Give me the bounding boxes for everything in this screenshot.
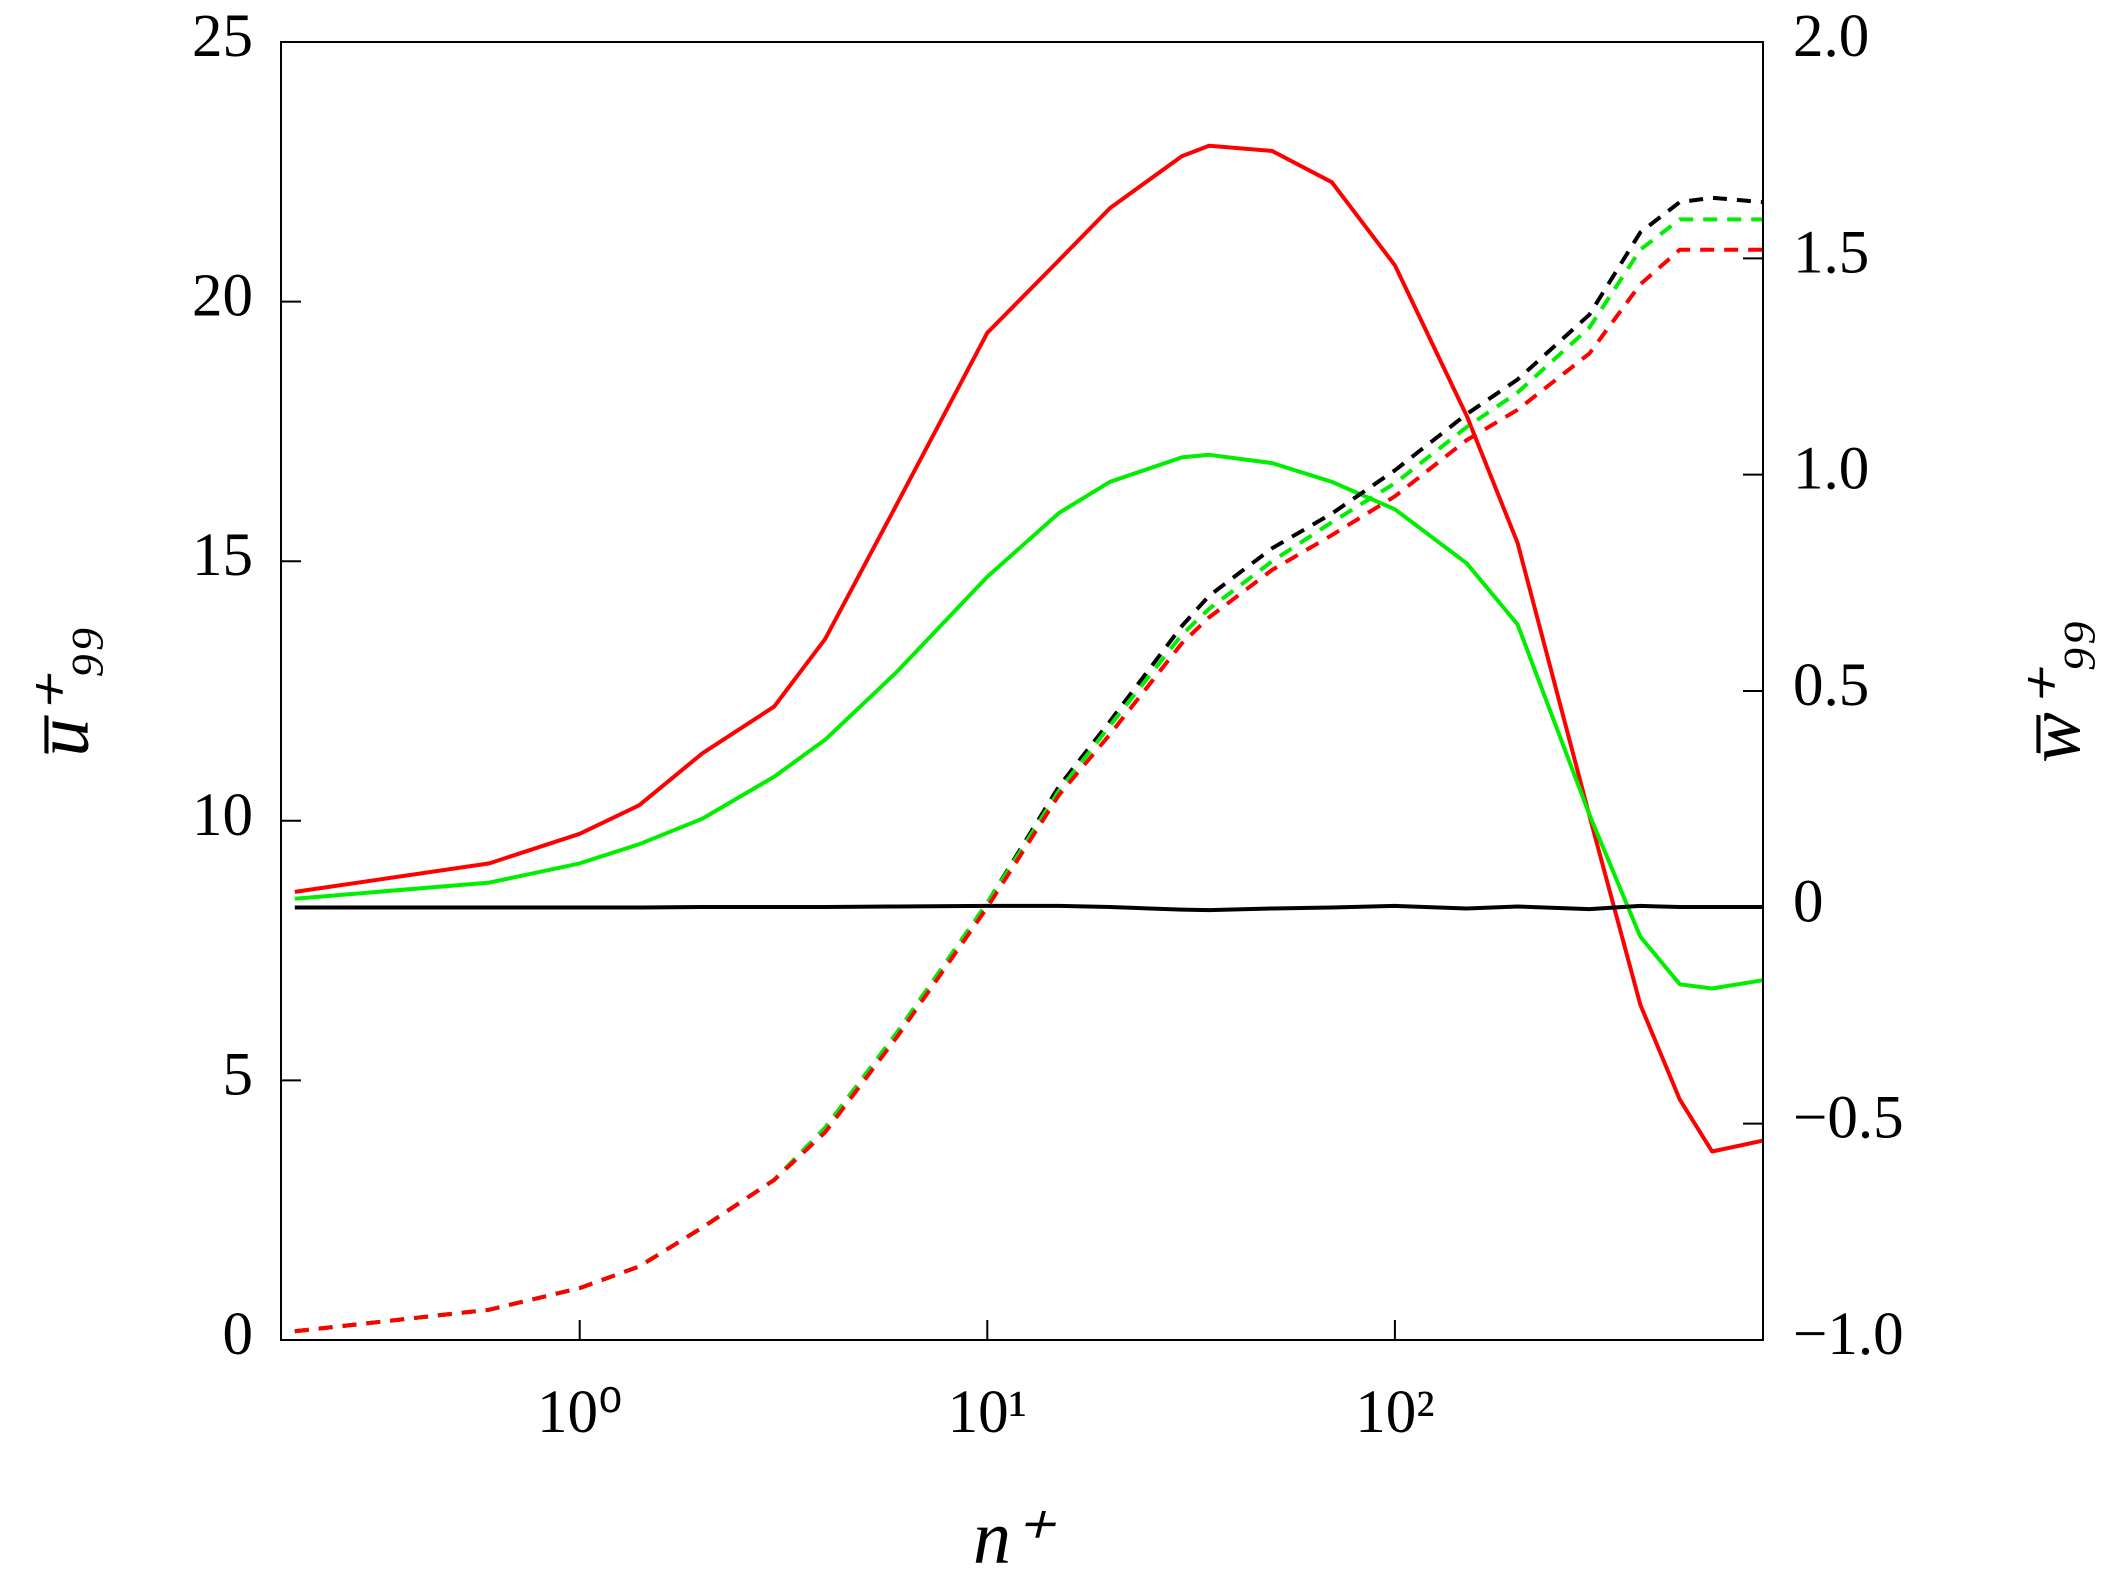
y-tick-label: 25 — [192, 3, 253, 70]
y-tick-label: 15 — [192, 522, 253, 589]
y2-tick-label: −1.0 — [1793, 1301, 1904, 1368]
y-tick-label: 0 — [223, 1301, 254, 1368]
y2-tick-label: 1.0 — [1793, 436, 1869, 503]
y-tick-label: 10 — [192, 782, 253, 849]
y-axis-label: u̅⁺₉₉ — [20, 626, 104, 757]
x-tick-label: 10¹ — [948, 1379, 1027, 1446]
x-tick-label: 10² — [1355, 1379, 1434, 1446]
series-line — [294, 143, 1764, 1154]
series-line — [294, 903, 1763, 913]
y-tick-label: 5 — [223, 1041, 254, 1108]
x-tick-label: 10⁰ — [537, 1379, 622, 1446]
y2-tick-label: 2.0 — [1793, 3, 1869, 70]
y-tick-label: 20 — [192, 263, 253, 330]
series-line — [294, 195, 1764, 1334]
series-line — [294, 217, 1763, 1334]
y2-tick-label: −0.5 — [1793, 1085, 1904, 1152]
series-line — [294, 247, 1763, 1334]
y2-axis-label: w̅⁺₉₉ — [2012, 619, 2096, 763]
plot-frame — [280, 41, 1764, 1341]
x-axis-label: n⁺ — [973, 1495, 1057, 1579]
series-line — [294, 452, 1764, 991]
y2-tick-label: 1.5 — [1793, 219, 1869, 286]
y2-tick-label: 0.5 — [1793, 652, 1869, 719]
y2-tick-label: 0 — [1793, 868, 1824, 935]
